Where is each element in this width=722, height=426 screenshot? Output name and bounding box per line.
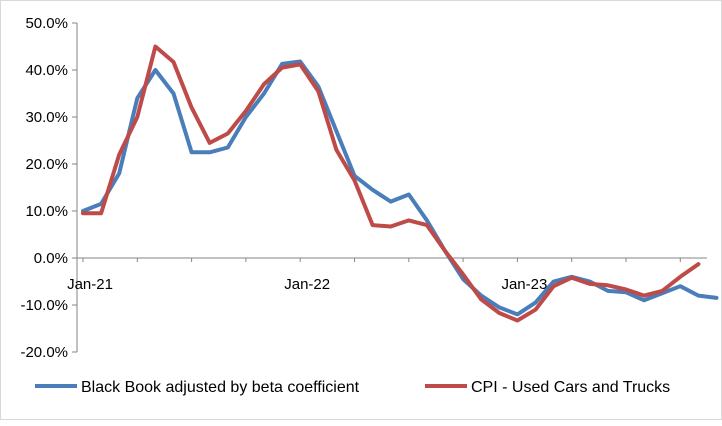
legend-label-2: CPI - Used Cars and Trucks [471,379,670,396]
legend: Black Book adjusted by beta coefficient C… [35,379,670,396]
y-tick-label: 20.0% [25,156,68,173]
y-tick-label: -10.0% [20,297,68,314]
x-axis-ticks: Jan-21 Jan-22 Jan-23 [67,258,681,293]
series-line-2 [81,44,701,323]
y-tick-label: 50.0% [25,15,68,32]
series-line-1 [81,59,719,317]
x-tick-label: Jan-22 [284,276,330,293]
y-tick-label: 10.0% [25,203,68,220]
y-tick-label: -20.0% [20,344,68,361]
y-tick-label: 30.0% [25,109,68,126]
series-lines [81,44,719,323]
x-tick-label: Jan-23 [501,276,547,293]
y-axis-ticks: 50.0% 40.0% 30.0% 20.0% 10.0% 0.0% -10.0% -20.0… [20,15,77,361]
x-tick-label: Jan-21 [67,276,113,293]
y-tick-label: 0.0% [34,250,68,267]
legend-label-1: Black Book adjusted by beta coefficient [81,379,360,396]
y-tick-label: 40.0% [25,62,68,79]
axes [76,23,707,352]
